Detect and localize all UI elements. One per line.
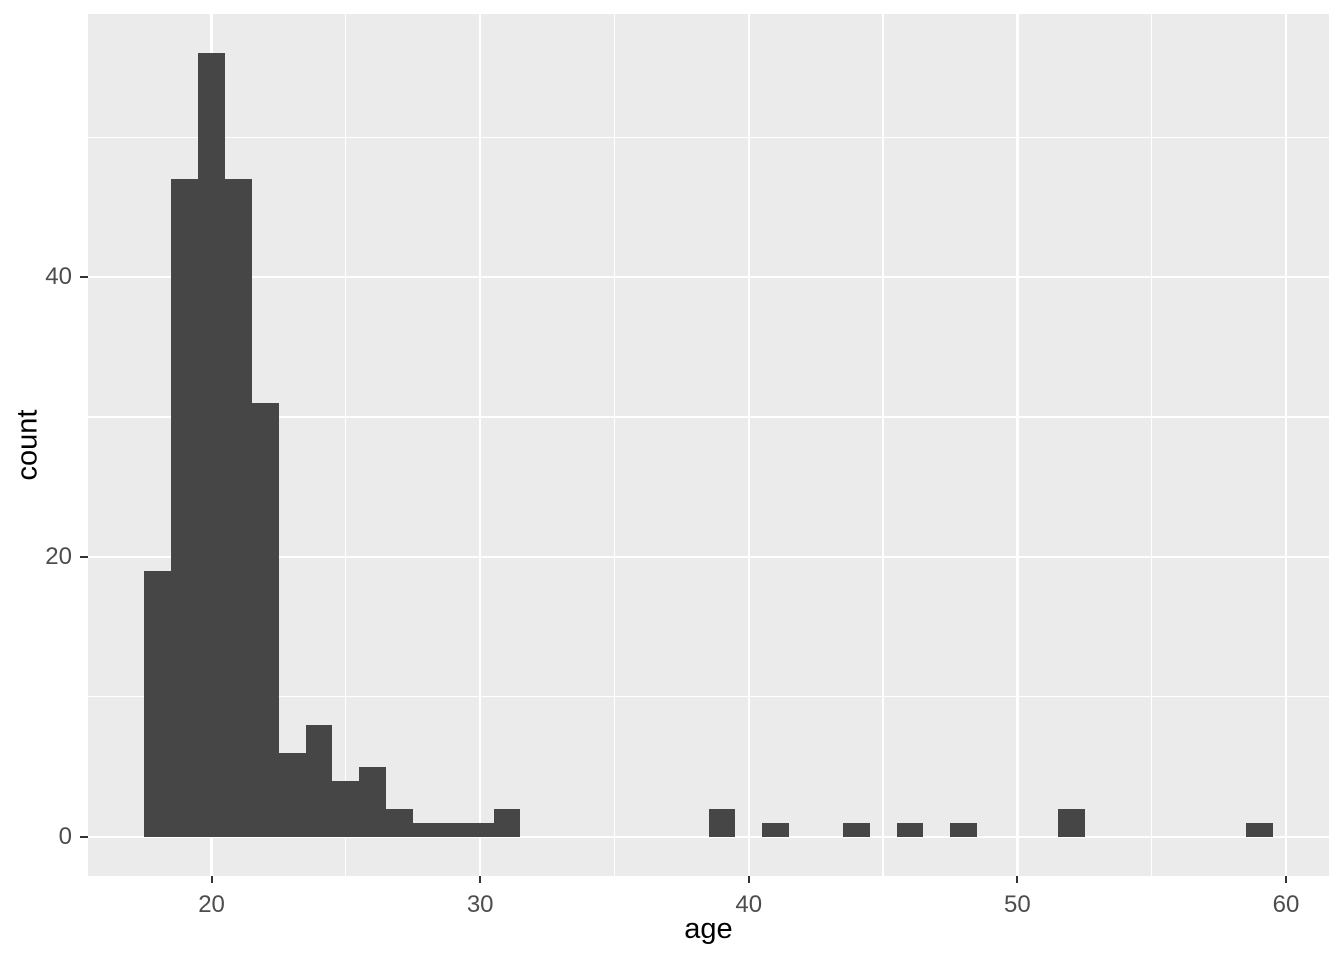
y-minor-gridline	[88, 416, 1329, 418]
y-tick-label: 40	[45, 263, 72, 291]
x-tick-mark	[747, 876, 750, 883]
y-tick-mark	[80, 276, 88, 279]
x-tick-mark	[479, 876, 482, 883]
x-minor-gridline	[1151, 14, 1153, 876]
x-major-gridline	[478, 14, 482, 876]
y-major-gridline	[88, 835, 1329, 839]
y-minor-gridline	[88, 136, 1329, 138]
histogram-bar	[386, 808, 414, 837]
x-minor-gridline	[613, 14, 616, 876]
x-major-gridline	[1016, 14, 1019, 876]
histogram-bar	[439, 822, 467, 837]
histogram-bar	[413, 822, 440, 837]
x-axis-title: age	[684, 913, 733, 945]
y-major-gridline	[88, 555, 1329, 559]
histogram-bar	[708, 808, 736, 837]
x-tick-label: 60	[1272, 891, 1300, 918]
histogram-bar	[950, 822, 978, 837]
x-tick-mark	[1016, 876, 1019, 883]
x-tick-label: 50	[1004, 891, 1031, 918]
y-axis-title: count	[11, 409, 44, 481]
y-tick-label: 0	[58, 822, 72, 850]
histogram-bar	[198, 53, 225, 837]
x-major-gridline	[1284, 14, 1288, 876]
histogram-bar	[305, 724, 333, 837]
y-tick-mark	[80, 555, 88, 558]
plot-panel	[88, 14, 1329, 876]
x-major-gridline	[747, 14, 751, 876]
x-tick-label: 20	[198, 891, 225, 918]
histogram-bar	[1245, 822, 1273, 837]
x-minor-gridline	[882, 14, 884, 876]
histogram-bar	[171, 179, 199, 837]
x-minor-gridline	[345, 14, 347, 876]
x-tick-label: 30	[466, 891, 494, 918]
x-tick-mark	[210, 876, 213, 883]
y-major-gridline	[88, 275, 1329, 279]
histogram-bar	[896, 822, 924, 837]
histogram-bar	[144, 570, 172, 837]
histogram-bar	[842, 822, 870, 837]
y-minor-gridline	[88, 696, 1329, 698]
histogram-bar	[466, 822, 494, 837]
histogram-bar	[278, 752, 306, 837]
histogram-bar	[332, 780, 360, 837]
y-tick-mark	[80, 835, 88, 838]
histogram-bar	[224, 179, 252, 837]
histogram-bar	[493, 808, 521, 837]
histogram-bar	[359, 766, 387, 837]
x-tick-mark	[1285, 876, 1288, 883]
histogram-bar	[251, 403, 279, 837]
y-tick-label: 20	[45, 542, 72, 570]
histogram-bar	[762, 822, 790, 837]
histogram-bar	[1057, 808, 1085, 837]
x-tick-label: 40	[735, 891, 763, 918]
